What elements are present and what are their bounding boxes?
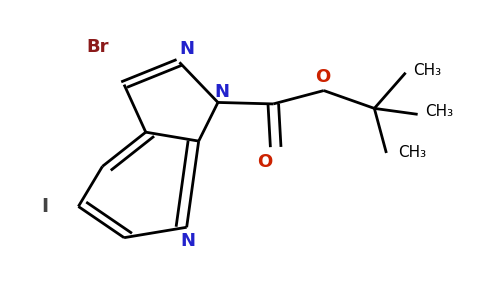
Text: N: N <box>214 83 229 101</box>
Text: CH₃: CH₃ <box>425 104 453 119</box>
Text: CH₃: CH₃ <box>398 146 426 160</box>
Text: O: O <box>315 68 331 86</box>
Text: I: I <box>41 197 48 216</box>
Text: Br: Br <box>86 38 109 56</box>
Text: CH₃: CH₃ <box>413 63 441 78</box>
Text: N: N <box>181 232 196 250</box>
Text: O: O <box>257 154 272 172</box>
Text: N: N <box>179 40 194 58</box>
